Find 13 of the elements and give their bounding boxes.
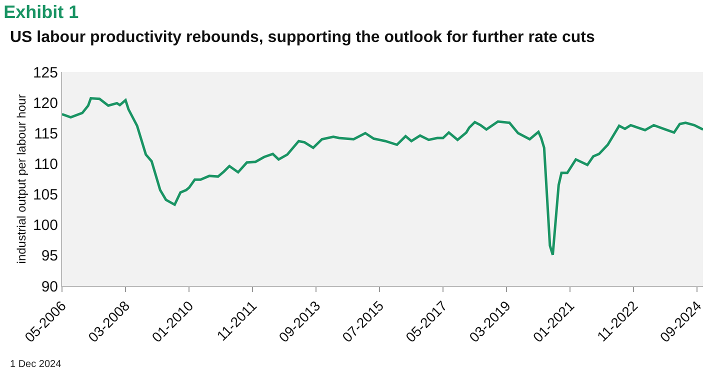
y-tick-label: 95 — [41, 248, 58, 265]
line-series — [62, 97, 703, 256]
y-axis-title: industrial output per labour hour — [14, 94, 28, 264]
y-tick-label: 110 — [34, 156, 58, 173]
text: 1 Dec 2024 — [10, 359, 62, 370]
y-tick-label: 125 — [32, 64, 58, 82]
chart-subtitle: US labour productivity rebounds, supporting the outlook for further rate cuts — [10, 29, 596, 46]
chart-title: Exhibit 1 — [4, 2, 79, 22]
y-tick-label: 120 — [32, 94, 58, 112]
y-tick-label: 100 — [32, 217, 58, 234]
y-tick-label: 105 — [32, 186, 58, 204]
y-tick-label: 115 — [34, 125, 58, 142]
y-tick-label: 90 — [41, 278, 58, 296]
